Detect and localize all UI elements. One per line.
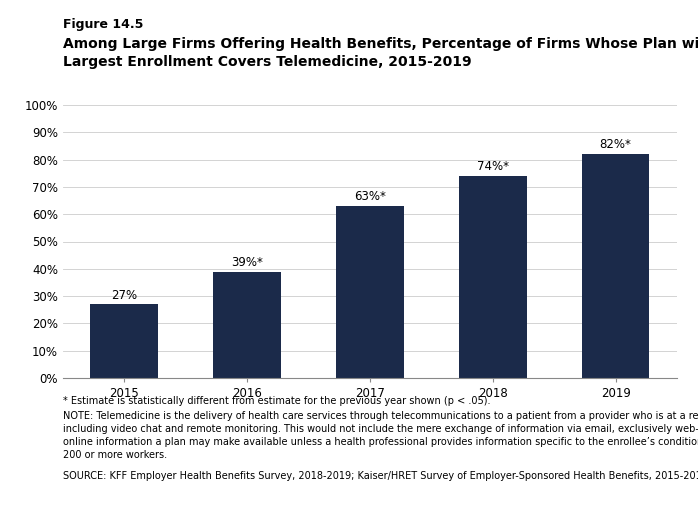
Text: Among Large Firms Offering Health Benefits, Percentage of Firms Whose Plan with : Among Large Firms Offering Health Benefi… — [63, 37, 698, 51]
Text: 27%: 27% — [111, 289, 138, 301]
Bar — [582, 154, 649, 378]
Bar — [214, 271, 281, 378]
Text: 82%*: 82%* — [600, 139, 632, 151]
Text: SOURCE: KFF Employer Health Benefits Survey, 2018-2019; Kaiser/HRET Survey of Em: SOURCE: KFF Employer Health Benefits Sur… — [63, 471, 698, 481]
Text: 74%*: 74%* — [477, 160, 509, 173]
Bar — [459, 176, 526, 378]
Bar — [91, 304, 158, 378]
Text: 39%*: 39%* — [231, 256, 263, 269]
Text: NOTE: Telemedicine is the delivery of health care services through telecommunica: NOTE: Telemedicine is the delivery of he… — [63, 411, 698, 460]
Bar — [336, 206, 403, 378]
Text: * Estimate is statistically different from estimate for the previous year shown : * Estimate is statistically different fr… — [63, 396, 490, 406]
Text: Figure 14.5: Figure 14.5 — [63, 18, 143, 31]
Text: Largest Enrollment Covers Telemedicine, 2015-2019: Largest Enrollment Covers Telemedicine, … — [63, 55, 471, 69]
Text: 63%*: 63%* — [354, 190, 386, 203]
